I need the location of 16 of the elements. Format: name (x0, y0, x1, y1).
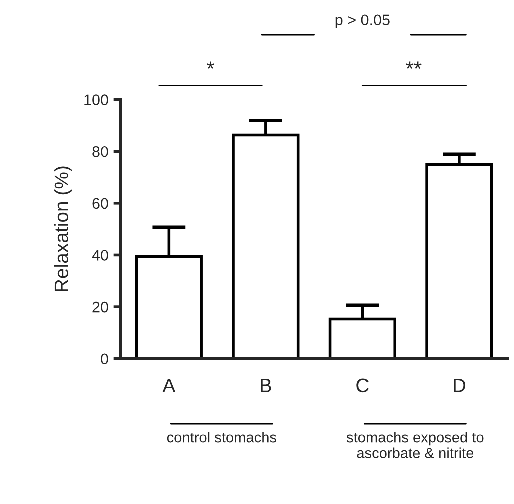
y-tick-label: 80 (92, 146, 108, 158)
y-tick-label: 20 (92, 302, 108, 313)
text: ** (406, 62, 422, 70)
y-tick-label: 0 (101, 354, 108, 365)
y-tick-label: 40 (92, 250, 108, 261)
x-tick-label: D (454, 379, 466, 392)
x-tick-label: A (162, 379, 176, 392)
text: control stomachs (167, 432, 276, 443)
y-axis-title: Relaxation (%) (54, 166, 72, 292)
text: p > 0.05 (336, 14, 390, 29)
x-tick-label: B (261, 379, 272, 392)
text: * (207, 62, 215, 70)
x-tick-label: C (356, 378, 369, 393)
y-tick-label: 60 (92, 198, 108, 210)
y-tick-label: 100 (84, 94, 108, 106)
text: stomachs exposed to ascorbate & nitrite (346, 432, 484, 458)
